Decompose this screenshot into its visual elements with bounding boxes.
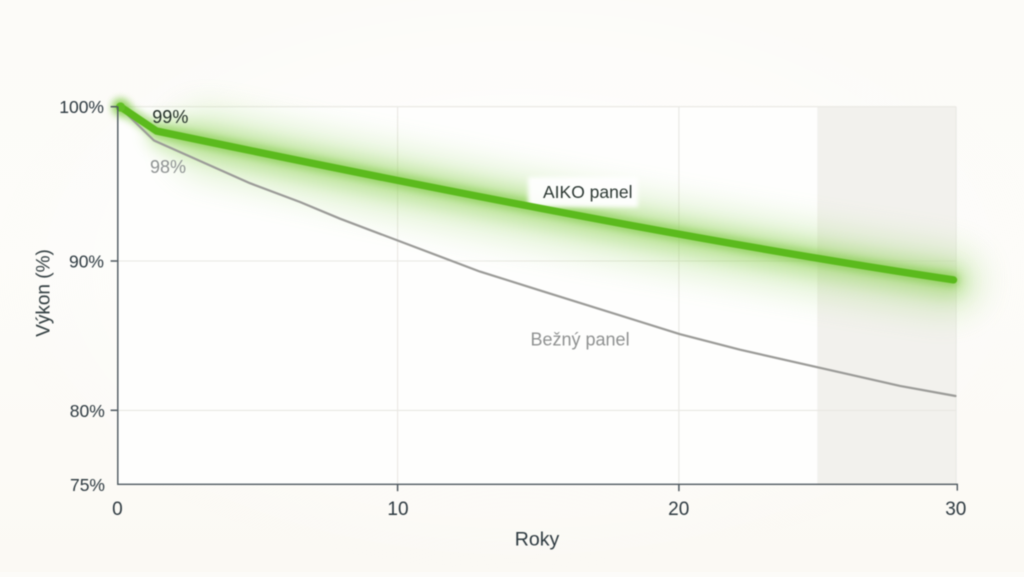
svg-text:Bežný panel: Bežný panel bbox=[531, 330, 630, 350]
svg-text:98%: 98% bbox=[150, 157, 186, 177]
svg-text:90%: 90% bbox=[69, 251, 104, 271]
svg-text:30: 30 bbox=[945, 499, 966, 520]
svg-text:AIKO panel: AIKO panel bbox=[543, 182, 633, 202]
svg-text:75%: 75% bbox=[70, 475, 105, 495]
svg-text:0: 0 bbox=[112, 499, 123, 520]
svg-text:99%: 99% bbox=[152, 107, 188, 127]
svg-text:10: 10 bbox=[387, 499, 408, 520]
svg-text:Výkon (%): Výkon (%) bbox=[34, 249, 55, 337]
svg-text:100%: 100% bbox=[59, 97, 104, 117]
svg-text:Roky: Roky bbox=[515, 529, 560, 551]
svg-text:80%: 80% bbox=[70, 401, 105, 421]
svg-text:20: 20 bbox=[668, 499, 689, 520]
